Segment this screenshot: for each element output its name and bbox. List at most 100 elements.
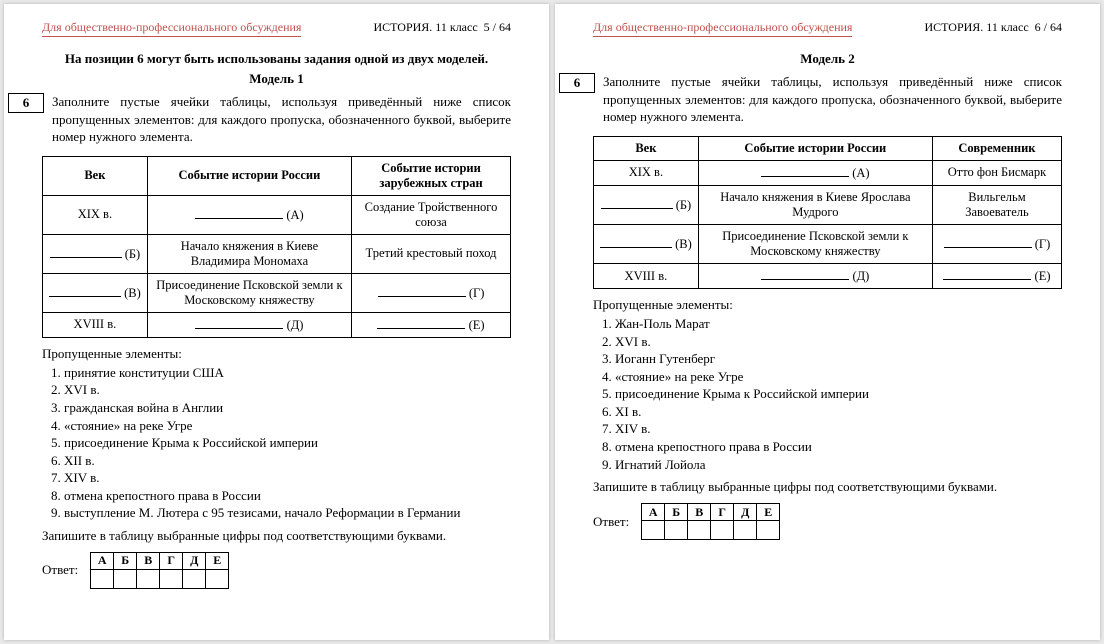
task-row: 6 Заполните пустые ячейки таблицы, испол… — [593, 73, 1062, 126]
col-h3: Современник — [932, 136, 1061, 160]
list-item: «стояние» на реке Угре — [64, 417, 511, 435]
answer-grid-right: АБВГДЕ — [641, 503, 780, 540]
model-title: Модель 2 — [593, 51, 1062, 67]
table-cell: Присоединение Псковской земли к Московск… — [147, 273, 351, 312]
table-cell: Начало княжения в Киеве Владимира Монома… — [147, 234, 351, 273]
intro-line: На позиции 6 могут быть использованы зад… — [42, 51, 511, 67]
table-cell: (А) — [147, 195, 351, 234]
question-number: 6 — [559, 73, 595, 93]
answer-letter: В — [688, 504, 711, 521]
answer-letter: А — [642, 504, 665, 521]
answer-letter: А — [91, 552, 114, 569]
answer-label: Ответ: — [42, 562, 78, 578]
table-cell: (В) — [43, 273, 148, 312]
instruction: Запишите в таблицу выбранные цифры под с… — [593, 479, 1062, 495]
list-item: XII в. — [64, 452, 511, 470]
blank-line — [601, 197, 673, 209]
list-title: Пропущенные элементы: — [593, 297, 1062, 313]
task-text: Заполните пустые ячейки таблицы, использ… — [603, 73, 1062, 126]
table-cell: (Г) — [932, 224, 1061, 263]
list-item: XVI в. — [64, 381, 511, 399]
answer-label: Ответ: — [593, 514, 629, 530]
list-item: XI в. — [615, 403, 1062, 421]
task-row: 6 Заполните пустые ячейки таблицы, испол… — [42, 93, 511, 146]
blank-line — [944, 236, 1032, 248]
page-left: Для общественно-профессионального обсужд… — [4, 4, 549, 640]
answer-letter: Б — [114, 552, 137, 569]
blank-line — [195, 317, 283, 329]
answer-cell[interactable] — [642, 521, 665, 540]
page-spread: Для общественно-профессионального обсужд… — [0, 0, 1104, 644]
table-header-row: Век Событие истории России Событие истор… — [43, 156, 511, 195]
question-number: 6 — [8, 93, 44, 113]
answer-cell[interactable] — [91, 569, 114, 588]
table-row: XIX в. (А)Отто фон Бисмарк — [594, 160, 1062, 185]
elements-list-left: принятие конституции СШАXVI в.гражданска… — [42, 364, 511, 522]
blank-line — [195, 207, 283, 219]
table-cell: (Г) — [352, 273, 511, 312]
table-cell: (А) — [698, 160, 932, 185]
answer-cell[interactable] — [665, 521, 688, 540]
blank-line — [50, 246, 122, 258]
table-body-right: XIX в. (А)Отто фон Бисмарк (Б)Начало кня… — [594, 160, 1062, 289]
answer-cell[interactable] — [160, 569, 183, 588]
list-item: XIV в. — [64, 469, 511, 487]
table-cell: XVIII в. — [594, 263, 699, 288]
blank-line — [378, 285, 466, 297]
header: Для общественно-профессионального обсужд… — [593, 20, 1062, 37]
list-item: отмена крепостного права в России — [64, 487, 511, 505]
table-cell: (Д) — [698, 263, 932, 288]
table-cell: Создание Тройственного союза — [352, 195, 511, 234]
answer-cell[interactable] — [711, 521, 734, 540]
table-row: (Б)Начало княжения в Киеве Владимира Мон… — [43, 234, 511, 273]
answer-cell[interactable] — [688, 521, 711, 540]
elements-list-right: Жан-Поль МаратXVI в.Иоганн Гутенберг«сто… — [593, 315, 1062, 473]
page-ref: ИСТОРИЯ. 11 класс 5 / 64 — [373, 20, 511, 35]
list-item: гражданская война в Англии — [64, 399, 511, 417]
answer-cell[interactable] — [183, 569, 206, 588]
disclaimer: Для общественно-профессионального обсужд… — [42, 20, 301, 37]
table-cell: (Е) — [932, 263, 1061, 288]
answer-letter: Е — [206, 552, 229, 569]
table-cell: XIX в. — [594, 160, 699, 185]
col-h1: Век — [43, 156, 148, 195]
table-row: (Б)Начало княжения в Киеве Ярослава Мудр… — [594, 185, 1062, 224]
task-text: Заполните пустые ячейки таблицы, использ… — [52, 93, 511, 146]
blank-line — [49, 285, 121, 297]
col-h3: Событие истории зарубежных стран — [352, 156, 511, 195]
blank-line — [377, 317, 465, 329]
data-table-right: Век Событие истории России Современник X… — [593, 136, 1062, 290]
answer-cell[interactable] — [114, 569, 137, 588]
answer-cell[interactable] — [137, 569, 160, 588]
table-cell: Начало княжения в Киеве Ярослава Мудрого — [698, 185, 932, 224]
list-item: присоединение Крыма к Российской империи — [615, 385, 1062, 403]
answer-cell[interactable] — [734, 521, 757, 540]
answer-letter: Б — [665, 504, 688, 521]
list-title: Пропущенные элементы: — [42, 346, 511, 362]
answer-cell[interactable] — [206, 569, 229, 588]
blank-line — [761, 268, 849, 280]
list-item: принятие конституции США — [64, 364, 511, 382]
table-row: XVIII в. (Д) (Е) — [594, 263, 1062, 288]
answer-cell[interactable] — [757, 521, 780, 540]
blank-line — [600, 236, 672, 248]
answer-blanks-row — [91, 569, 229, 588]
answer-letter: Г — [711, 504, 734, 521]
table-row: XVIII в. (Д) (Е) — [43, 312, 511, 337]
blank-line — [943, 268, 1031, 280]
list-item: отмена крепостного права в России — [615, 438, 1062, 456]
table-cell: (Е) — [352, 312, 511, 337]
data-table-left: Век Событие истории России Событие истор… — [42, 156, 511, 338]
table-cell: Присоединение Псковской земли к Московск… — [698, 224, 932, 263]
table-row: (В)Присоединение Псковской земли к Моско… — [594, 224, 1062, 263]
table-cell: Вильгельм Завоеватель — [932, 185, 1061, 224]
page-right: Для общественно-профессионального обсужд… — [555, 4, 1100, 640]
table-cell: Отто фон Бисмарк — [932, 160, 1061, 185]
table-row: XIX в. (А)Создание Тройственного союза — [43, 195, 511, 234]
col-h1: Век — [594, 136, 699, 160]
table-row: (В)Присоединение Псковской земли к Моско… — [43, 273, 511, 312]
table-cell: Третий крестовый поход — [352, 234, 511, 273]
answer-row: Ответ: АБВГДЕ — [593, 503, 1062, 540]
page-ref: ИСТОРИЯ. 11 класс 6 / 64 — [924, 20, 1062, 35]
table-cell: (В) — [594, 224, 699, 263]
